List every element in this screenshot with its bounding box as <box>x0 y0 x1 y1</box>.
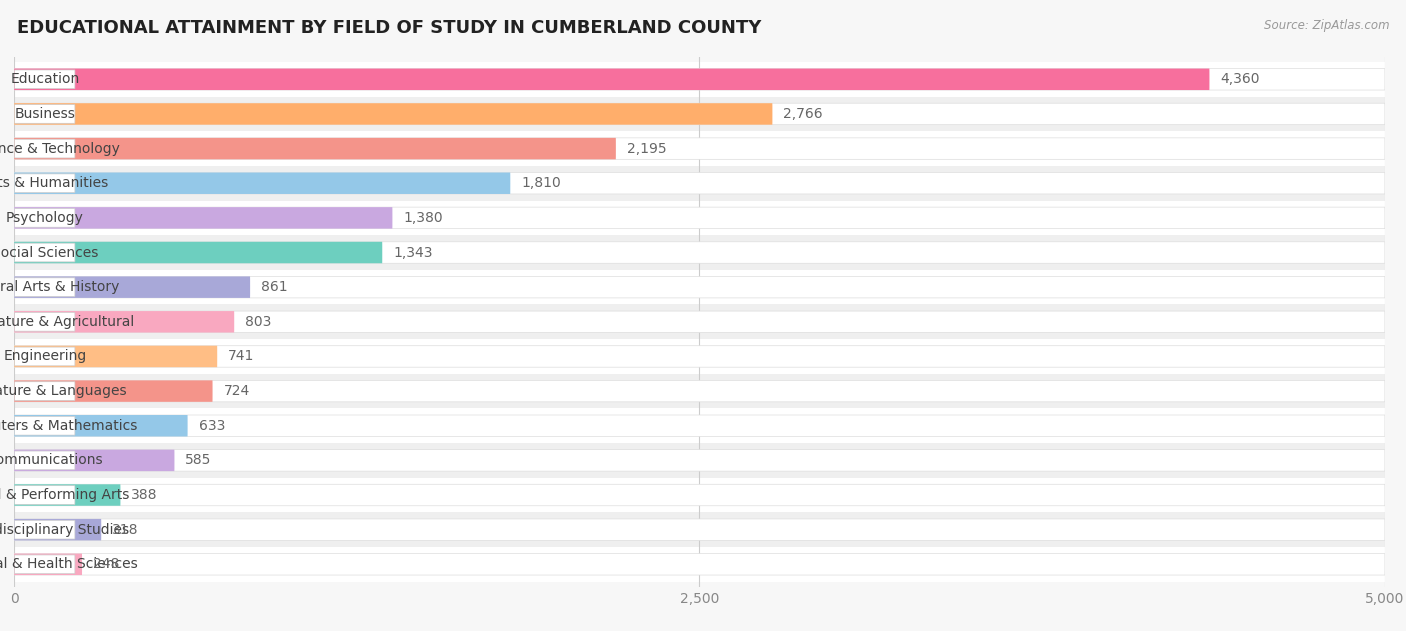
FancyBboxPatch shape <box>14 138 1385 160</box>
Text: Liberal Arts & History: Liberal Arts & History <box>0 280 120 294</box>
Text: 388: 388 <box>131 488 157 502</box>
FancyBboxPatch shape <box>14 416 75 435</box>
FancyBboxPatch shape <box>14 276 250 298</box>
FancyBboxPatch shape <box>14 311 235 333</box>
Text: Multidisciplinary Studies: Multidisciplinary Studies <box>0 522 129 537</box>
FancyBboxPatch shape <box>14 243 75 262</box>
Text: 585: 585 <box>186 454 212 468</box>
FancyBboxPatch shape <box>14 70 75 89</box>
FancyBboxPatch shape <box>14 69 1385 90</box>
Text: Engineering: Engineering <box>3 350 86 363</box>
FancyBboxPatch shape <box>14 207 1385 228</box>
FancyBboxPatch shape <box>14 553 1385 575</box>
Text: Science & Technology: Science & Technology <box>0 141 120 156</box>
FancyBboxPatch shape <box>14 312 75 331</box>
FancyBboxPatch shape <box>14 519 101 540</box>
FancyBboxPatch shape <box>14 346 217 367</box>
Text: Literature & Languages: Literature & Languages <box>0 384 127 398</box>
FancyBboxPatch shape <box>14 138 616 160</box>
Text: Psychology: Psychology <box>6 211 84 225</box>
Text: 248: 248 <box>93 557 120 571</box>
FancyBboxPatch shape <box>14 278 75 297</box>
Text: Source: ZipAtlas.com: Source: ZipAtlas.com <box>1264 19 1389 32</box>
FancyBboxPatch shape <box>14 451 75 469</box>
FancyBboxPatch shape <box>14 380 212 402</box>
FancyBboxPatch shape <box>14 415 187 437</box>
Text: 1,343: 1,343 <box>394 245 433 259</box>
Text: Visual & Performing Arts: Visual & Performing Arts <box>0 488 129 502</box>
FancyBboxPatch shape <box>0 235 1399 270</box>
Text: Arts & Humanities: Arts & Humanities <box>0 176 108 190</box>
FancyBboxPatch shape <box>0 374 1399 408</box>
FancyBboxPatch shape <box>14 450 1385 471</box>
FancyBboxPatch shape <box>14 276 1385 298</box>
FancyBboxPatch shape <box>14 450 174 471</box>
FancyBboxPatch shape <box>14 486 75 504</box>
FancyBboxPatch shape <box>14 380 1385 402</box>
FancyBboxPatch shape <box>14 242 382 263</box>
Text: EDUCATIONAL ATTAINMENT BY FIELD OF STUDY IN CUMBERLAND COUNTY: EDUCATIONAL ATTAINMENT BY FIELD OF STUDY… <box>17 19 761 37</box>
FancyBboxPatch shape <box>14 553 82 575</box>
Text: Business: Business <box>14 107 75 121</box>
Text: 1,810: 1,810 <box>522 176 561 190</box>
FancyBboxPatch shape <box>14 346 1385 367</box>
Text: Physical & Health Sciences: Physical & Health Sciences <box>0 557 138 571</box>
FancyBboxPatch shape <box>14 208 75 227</box>
Text: Bio, Nature & Agricultural: Bio, Nature & Agricultural <box>0 315 134 329</box>
FancyBboxPatch shape <box>14 555 75 574</box>
FancyBboxPatch shape <box>14 172 1385 194</box>
FancyBboxPatch shape <box>14 311 1385 333</box>
FancyBboxPatch shape <box>14 103 772 125</box>
FancyBboxPatch shape <box>14 484 1385 506</box>
Text: Communications: Communications <box>0 454 103 468</box>
FancyBboxPatch shape <box>0 512 1399 547</box>
FancyBboxPatch shape <box>0 62 1399 97</box>
FancyBboxPatch shape <box>0 547 1399 582</box>
FancyBboxPatch shape <box>14 105 75 123</box>
FancyBboxPatch shape <box>14 415 1385 437</box>
FancyBboxPatch shape <box>14 521 75 539</box>
FancyBboxPatch shape <box>0 478 1399 512</box>
FancyBboxPatch shape <box>14 519 1385 540</box>
Text: 2,195: 2,195 <box>627 141 666 156</box>
FancyBboxPatch shape <box>0 97 1399 131</box>
Text: 318: 318 <box>112 522 139 537</box>
FancyBboxPatch shape <box>0 166 1399 201</box>
FancyBboxPatch shape <box>0 339 1399 374</box>
FancyBboxPatch shape <box>0 305 1399 339</box>
FancyBboxPatch shape <box>14 347 75 366</box>
Text: 741: 741 <box>228 350 254 363</box>
Text: Education: Education <box>10 73 79 86</box>
FancyBboxPatch shape <box>0 443 1399 478</box>
Text: 4,360: 4,360 <box>1220 73 1260 86</box>
Text: 2,766: 2,766 <box>783 107 823 121</box>
FancyBboxPatch shape <box>14 207 392 228</box>
FancyBboxPatch shape <box>0 131 1399 166</box>
FancyBboxPatch shape <box>14 242 1385 263</box>
FancyBboxPatch shape <box>14 484 121 506</box>
FancyBboxPatch shape <box>14 139 75 158</box>
Text: 633: 633 <box>198 419 225 433</box>
FancyBboxPatch shape <box>0 270 1399 305</box>
Text: 1,380: 1,380 <box>404 211 443 225</box>
FancyBboxPatch shape <box>14 172 510 194</box>
FancyBboxPatch shape <box>14 382 75 401</box>
FancyBboxPatch shape <box>0 408 1399 443</box>
Text: 724: 724 <box>224 384 250 398</box>
FancyBboxPatch shape <box>14 174 75 192</box>
Text: Social Sciences: Social Sciences <box>0 245 98 259</box>
Text: 803: 803 <box>245 315 271 329</box>
FancyBboxPatch shape <box>0 201 1399 235</box>
FancyBboxPatch shape <box>14 103 1385 125</box>
Text: Computers & Mathematics: Computers & Mathematics <box>0 419 138 433</box>
FancyBboxPatch shape <box>14 69 1209 90</box>
Text: 861: 861 <box>262 280 288 294</box>
